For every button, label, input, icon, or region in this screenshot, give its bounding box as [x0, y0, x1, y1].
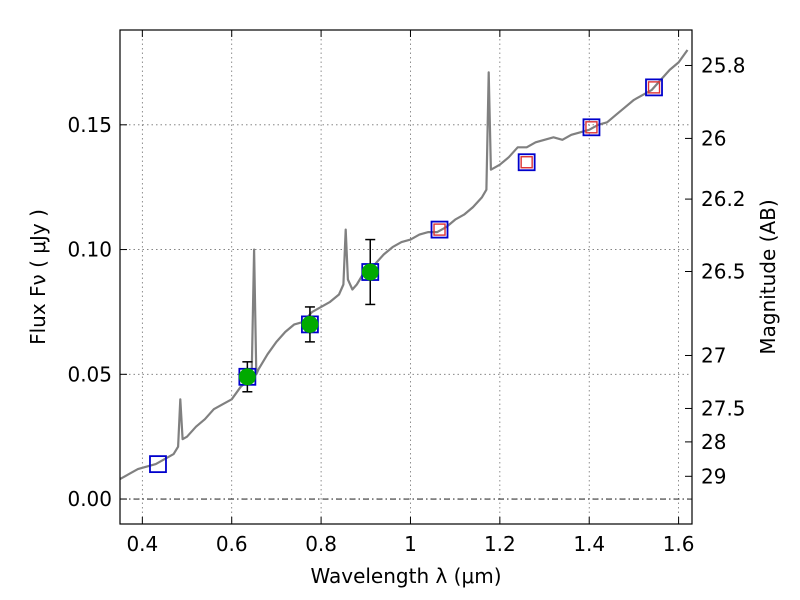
x-tick-label: 1.4: [573, 532, 605, 556]
mag-tick-label: 28: [701, 430, 726, 454]
observed-flux-point: [361, 263, 379, 281]
nir-photometry-square: [520, 156, 533, 169]
mag-tick-label: 26.5: [701, 260, 746, 284]
axis-ticks: 0.4 0.6 0.8 1 1.2 1.4 1.6 0.00 0.05 0.10 0.15 25.8 2…: [67, 30, 746, 556]
model-photometry-square: [582, 118, 601, 137]
mag-tick-label: 25.8: [701, 53, 746, 77]
plot-area: [119, 49, 689, 481]
x-axis-label: Wavelength λ (μm): [310, 564, 501, 588]
mag-tick-label: 26: [701, 126, 726, 150]
y-tick-label: 0.00: [67, 487, 112, 511]
y-axis-right-label: Magnitude (AB): [756, 199, 780, 354]
mag-tick-label: 29: [701, 464, 726, 488]
grid: [120, 30, 692, 524]
x-tick-label: 1.6: [663, 532, 695, 556]
x-tick-label: 1: [404, 532, 417, 556]
model-photometry-square: [517, 153, 536, 172]
x-tick-label: 0.8: [305, 532, 337, 556]
nir-photometry-square: [433, 223, 446, 236]
y-tick-label: 0.10: [67, 238, 112, 262]
y-axis-label: Flux Fν ( μJy ): [26, 209, 50, 345]
mag-tick-label: 27: [701, 343, 726, 367]
mag-tick-label: 26.2: [701, 187, 746, 211]
x-tick-label: 0.6: [216, 532, 248, 556]
y-tick-label: 0.05: [67, 362, 112, 386]
mag-tick-label: 27.5: [701, 396, 746, 420]
x-tick-label: 0.4: [126, 532, 158, 556]
nir-photometry-square: [585, 121, 598, 134]
model-photometry-square: [430, 220, 449, 239]
x-tick-label: 1.2: [484, 532, 516, 556]
nir-photometry-square: [647, 81, 661, 94]
model-photometry-square: [645, 78, 663, 97]
y-tick-label: 0.15: [67, 113, 112, 137]
model-photometry-square: [149, 455, 167, 474]
spectrum-line: [119, 49, 689, 481]
observed-flux-point: [238, 368, 256, 386]
observed-flux-point: [301, 315, 319, 333]
plot-frame: [119, 29, 693, 525]
